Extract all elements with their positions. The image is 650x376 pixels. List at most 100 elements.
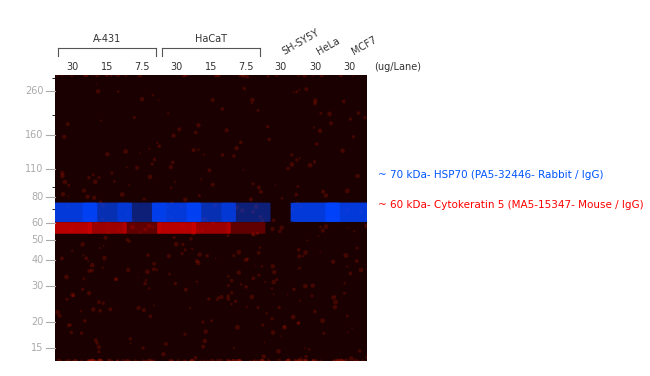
Point <box>81 255 92 261</box>
Point <box>149 266 159 272</box>
Point <box>294 253 305 259</box>
Point <box>300 250 311 256</box>
Point <box>152 140 162 146</box>
Point <box>171 241 181 247</box>
Point <box>96 118 106 124</box>
Point <box>61 274 72 280</box>
Point <box>343 212 354 218</box>
Point <box>198 344 209 350</box>
Point <box>91 81 101 87</box>
Point <box>301 358 311 364</box>
Point <box>196 216 207 222</box>
Point <box>68 358 78 364</box>
Point <box>64 182 74 188</box>
Point <box>252 230 263 237</box>
Text: 40: 40 <box>31 255 44 265</box>
Point <box>291 192 302 198</box>
Text: 30: 30 <box>309 62 321 72</box>
Point <box>107 170 117 176</box>
Point <box>138 345 148 351</box>
Point <box>264 358 274 364</box>
Point <box>94 174 104 180</box>
Point <box>280 324 290 331</box>
Point <box>332 358 342 364</box>
Point <box>294 265 305 271</box>
Point <box>206 318 216 324</box>
Point <box>202 253 213 259</box>
Point <box>292 183 303 190</box>
Point <box>268 279 279 285</box>
Point <box>295 356 306 362</box>
Point <box>339 358 349 364</box>
Point <box>213 358 223 364</box>
Point <box>356 267 366 273</box>
Point <box>276 225 287 231</box>
Point <box>162 205 173 211</box>
Point <box>304 346 315 352</box>
Point <box>79 188 89 194</box>
FancyBboxPatch shape <box>221 203 270 222</box>
Point <box>341 358 352 364</box>
Point <box>247 97 257 103</box>
Point <box>352 173 363 179</box>
Point <box>203 296 214 302</box>
Point <box>66 227 77 233</box>
Point <box>101 219 112 225</box>
Text: ~ 60 kDa- Cytokeratin 5 (MA5-15347- Mouse / IgG): ~ 60 kDa- Cytokeratin 5 (MA5-15347- Mous… <box>378 200 644 210</box>
Point <box>148 92 158 98</box>
Point <box>133 358 144 364</box>
Point <box>113 88 124 94</box>
Point <box>216 358 226 364</box>
Point <box>96 217 107 223</box>
Point <box>324 111 335 117</box>
Point <box>233 249 244 255</box>
Point <box>217 106 228 112</box>
Point <box>145 313 155 319</box>
Point <box>96 358 107 364</box>
Point <box>300 358 310 364</box>
Point <box>343 225 353 231</box>
Point <box>103 229 114 235</box>
Point <box>242 304 252 310</box>
Point <box>70 358 81 364</box>
Point <box>259 353 269 359</box>
FancyBboxPatch shape <box>291 203 340 222</box>
Point <box>339 290 350 296</box>
Point <box>95 358 105 364</box>
FancyBboxPatch shape <box>226 222 265 234</box>
Point <box>64 358 75 364</box>
Point <box>361 223 372 229</box>
Point <box>123 211 133 217</box>
Point <box>109 178 120 184</box>
Point <box>328 295 339 301</box>
Point <box>287 162 297 168</box>
Point <box>223 273 233 279</box>
Text: 160: 160 <box>25 130 44 140</box>
Point <box>310 100 320 106</box>
Point <box>207 358 217 364</box>
Point <box>257 218 268 224</box>
Point <box>217 152 228 158</box>
Point <box>177 251 187 257</box>
Point <box>198 152 209 158</box>
Point <box>263 124 273 130</box>
Point <box>235 358 245 364</box>
Point <box>64 322 74 328</box>
Point <box>241 284 252 290</box>
Point <box>248 209 259 215</box>
Point <box>57 170 68 176</box>
Point <box>250 263 261 269</box>
Point <box>343 329 353 335</box>
Point <box>193 260 203 266</box>
Point <box>143 252 153 258</box>
Point <box>308 72 318 78</box>
Point <box>345 116 356 122</box>
Point <box>330 304 340 310</box>
Point <box>239 72 250 78</box>
Point <box>234 358 244 364</box>
Point <box>166 185 176 191</box>
Text: 20: 20 <box>31 317 44 327</box>
Point <box>132 165 142 171</box>
Point <box>248 231 258 237</box>
Point <box>358 358 369 364</box>
